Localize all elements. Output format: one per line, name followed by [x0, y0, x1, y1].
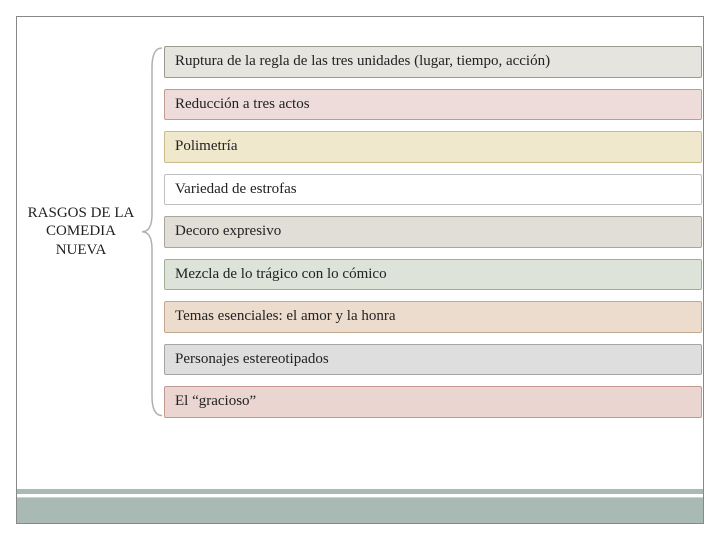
list-item: Ruptura de la regla de las tres unidades…: [164, 46, 702, 78]
list-item: Personajes estereotipados: [164, 344, 702, 376]
diagram-title: RASGOS DE LA COMEDIA NUEVA: [22, 200, 140, 264]
list-item: Polimetría: [164, 131, 702, 163]
footer-underline: [17, 489, 703, 494]
list-item: Mezcla de lo trágico con lo cómico: [164, 259, 702, 291]
list-item: Variedad de estrofas: [164, 174, 702, 206]
list-item: Decoro expresivo: [164, 216, 702, 248]
bracket-icon: [140, 46, 164, 418]
diagram-content: RASGOS DE LA COMEDIA NUEVA Ruptura de la…: [22, 46, 702, 418]
list-item: Reducción a tres actos: [164, 89, 702, 121]
list-item: Temas esenciales: el amor y la honra: [164, 301, 702, 333]
item-list: Ruptura de la regla de las tres unidades…: [164, 46, 702, 418]
footer-bar: [17, 497, 703, 523]
list-item: El “gracioso”: [164, 386, 702, 418]
